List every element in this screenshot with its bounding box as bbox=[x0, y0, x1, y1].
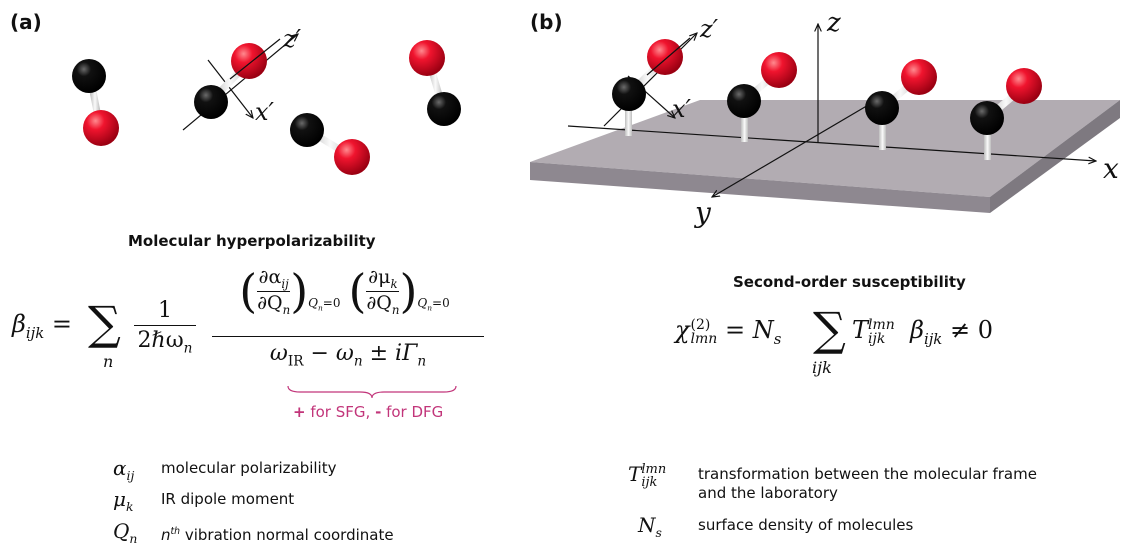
section-title-a: Molecular hyperpolarizability bbox=[128, 232, 376, 250]
panel-label-b: (b) bbox=[530, 10, 563, 34]
molecule-a3 bbox=[290, 113, 370, 175]
eq-b-sum-index: ijk bbox=[812, 358, 832, 377]
axis-z-prime-b: z′ bbox=[700, 15, 719, 43]
molecule-b1 bbox=[603, 33, 697, 136]
axis-x: x bbox=[1103, 152, 1119, 185]
section-title-b: Second-order susceptibility bbox=[733, 273, 966, 291]
eq-a-sum-index: n bbox=[103, 352, 114, 371]
legend-a-row-1: αij molecular polarizability bbox=[113, 456, 337, 483]
molecule-b3 bbox=[865, 59, 937, 150]
eq-b-sum: ∑ bbox=[813, 302, 846, 356]
axis-x-prime-a: x′ bbox=[255, 98, 274, 126]
lab-axes bbox=[567, 24, 1096, 197]
legend-a-row-2: μk IR dipole moment bbox=[113, 487, 295, 514]
eq-a-fraction-bar bbox=[212, 336, 484, 337]
eq-a-prefactor: 1 2ℏωn bbox=[134, 298, 196, 356]
eq-b-lhs: χ (2) lmn = Ns bbox=[675, 316, 782, 348]
axis-z-prime-a: z′ bbox=[283, 25, 302, 53]
panel-label-a: (a) bbox=[10, 10, 42, 34]
legend-b-row-2: Ns surface density of molecules bbox=[638, 513, 914, 540]
molecule-b2 bbox=[727, 52, 797, 142]
eq-a-denominator: ωIR − ωn ± iΓn bbox=[269, 341, 427, 370]
molecule-a2 bbox=[182, 34, 298, 131]
brace bbox=[287, 385, 457, 399]
molecule-b4 bbox=[970, 68, 1042, 160]
molecule-a4 bbox=[409, 40, 461, 126]
molecule-a1 bbox=[72, 59, 119, 146]
axis-x-prime-b: x′ bbox=[672, 95, 691, 123]
eq-a-sum: ∑ bbox=[88, 296, 121, 350]
legend-a-row-3: Qn nth vibration normal coordinate bbox=[113, 519, 394, 546]
axis-y: y bbox=[695, 196, 711, 229]
axis-z: z bbox=[827, 8, 841, 38]
sfg-dfg-note: + for SFG, - for DFG bbox=[293, 403, 444, 421]
eq-a-lhs: βijk = bbox=[12, 310, 73, 342]
eq-a-numerator: ( ∂αij ∂Qn ) Qn=0 ( ∂μk ∂Qn ) Qn=0 bbox=[239, 264, 450, 318]
